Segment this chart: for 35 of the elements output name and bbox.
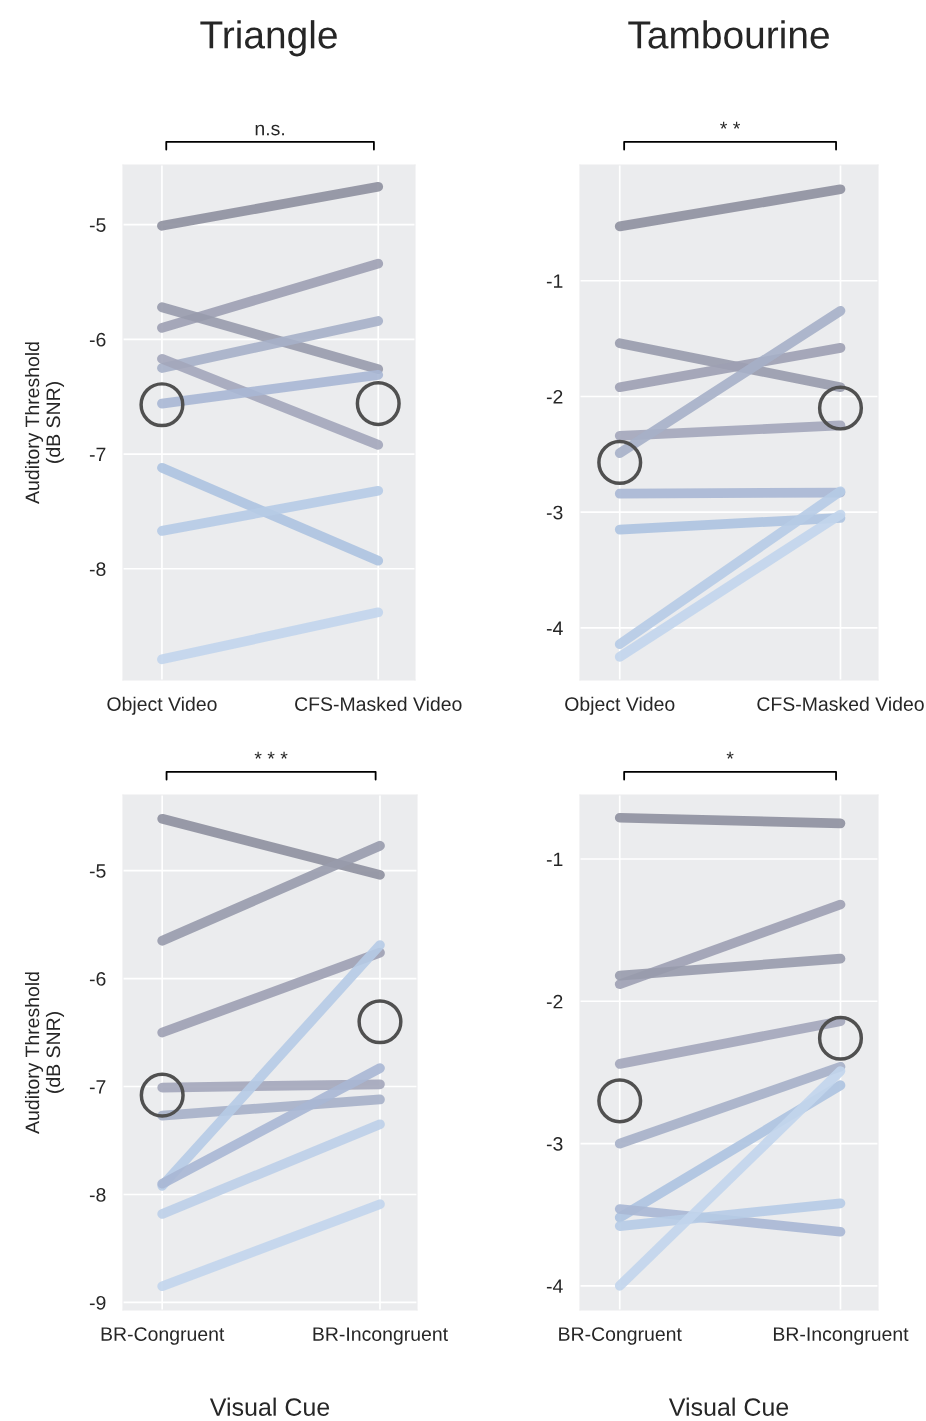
y-tick-label: -9 xyxy=(89,1295,106,1310)
x-tick-label: CFS-Masked Video xyxy=(757,696,924,711)
text: n.s. xyxy=(255,124,284,136)
x-tick-label: BR-Incongruent xyxy=(313,1327,448,1345)
y-tick-label: -1 xyxy=(546,274,563,288)
y-tick-label: -8 xyxy=(89,562,106,576)
y-axis-title: Auditory Threshold (dB SNR) xyxy=(24,342,65,504)
chart-title: Tambourine xyxy=(628,20,829,49)
x-tick-label: BR-Incongruent xyxy=(773,1327,909,1345)
y-axis-title: Auditory Threshold (dB SNR) xyxy=(24,972,65,1134)
y-tick-label: -2 xyxy=(546,389,563,404)
y-tick-label: -1 xyxy=(546,852,563,867)
y-tick-label: -5 xyxy=(89,218,106,232)
text: * * * xyxy=(254,751,288,759)
x-tick-label: BR-Congruent xyxy=(559,1327,682,1345)
y-tick-label: -6 xyxy=(89,972,106,986)
x-tick-label: Object Video xyxy=(565,696,675,715)
y-tick-label: -5 xyxy=(89,864,106,878)
y-tick-label: -8 xyxy=(89,1187,106,1202)
x-tick-label: Object Video xyxy=(107,696,217,715)
y-tick-label: -2 xyxy=(546,994,563,1009)
y-tick-label: -3 xyxy=(546,505,563,520)
y-tick-label: -4 xyxy=(546,1279,563,1293)
x-axis-title: Visual Cue xyxy=(668,1397,789,1416)
y-tick-label: -3 xyxy=(546,1137,563,1151)
x-axis-title: Visual Cue xyxy=(209,1397,330,1416)
y-tick-label: -6 xyxy=(89,332,106,347)
x-tick-label: CFS-Masked Video xyxy=(295,696,462,711)
y-tick-label: -4 xyxy=(546,621,563,635)
y-tick-label: -7 xyxy=(89,447,106,462)
chart-title: Triangle xyxy=(200,20,337,57)
text: * * xyxy=(720,121,741,129)
x-tick-label: BR-Congruent xyxy=(101,1327,225,1345)
y-tick-label: -7 xyxy=(89,1080,106,1094)
text: * xyxy=(726,751,734,759)
